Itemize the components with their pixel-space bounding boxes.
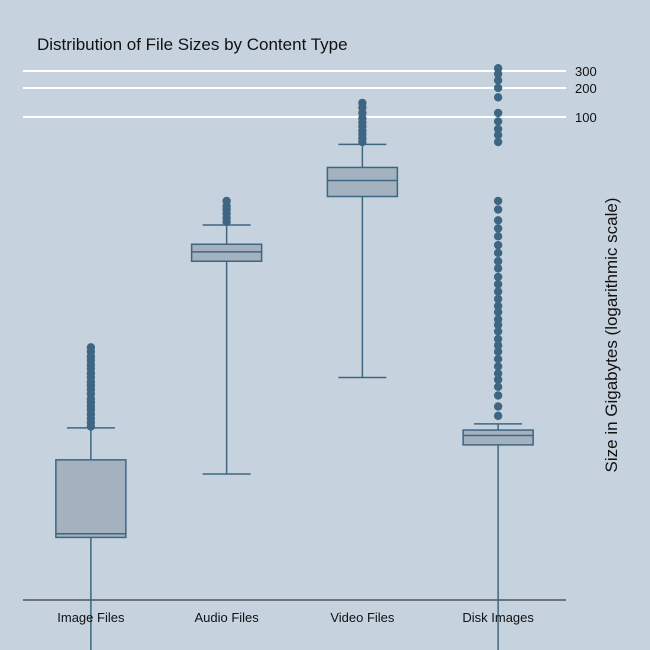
outlier-disk-images [493, 205, 503, 214]
outlier-audio-files [222, 196, 231, 206]
x-tick-label-image-files: Image Files [57, 610, 125, 625]
outlier-image-files [86, 343, 96, 352]
outlier-disk-images [493, 93, 503, 102]
outlier-disk-images [493, 334, 503, 344]
outlier-disk-images [493, 224, 503, 233]
outlier-disk-images [493, 76, 503, 85]
outlier-disk-images [493, 411, 503, 421]
x-tick-label-video-files: Video Files [330, 610, 395, 625]
x-tick-label-disk-images: Disk Images [462, 610, 534, 625]
outlier-disk-images [493, 307, 503, 317]
outlier-disk-images [493, 137, 503, 147]
outlier-disk-images [493, 280, 503, 289]
outlier-disk-images [493, 117, 503, 126]
outlier-disk-images [493, 369, 503, 378]
outlier-disk-images [493, 240, 503, 250]
outlier-disk-images [493, 402, 503, 411]
outlier-disk-images [493, 382, 503, 392]
outlier-video-files [358, 98, 367, 108]
y-tick-label-100: 100 [575, 110, 597, 125]
outlier-disk-images [493, 327, 503, 336]
outlier-disk-images [493, 124, 503, 134]
outlier-disk-images [493, 375, 503, 384]
outlier-disk-images [493, 347, 503, 356]
box-audio-files [190, 243, 263, 263]
outlier-disk-images [493, 287, 503, 296]
outlier-disk-images [493, 315, 503, 324]
outlier-disk-images [493, 130, 503, 140]
outlier-disk-images [493, 264, 503, 273]
outlier-disk-images [493, 354, 503, 364]
outlier-disk-images [493, 341, 503, 350]
chart-title: Distribution of File Sizes by Content Ty… [37, 35, 348, 54]
x-tick-label-audio-files: Audio Files [194, 610, 259, 625]
outlier-disk-images [493, 272, 503, 282]
outlier-disk-images [493, 257, 503, 266]
outlier-disk-images [493, 232, 503, 241]
outlier-disk-images [493, 248, 503, 258]
box-video-files [326, 166, 399, 198]
outlier-disk-images [493, 64, 503, 73]
outlier-disk-images [493, 196, 503, 206]
outlier-disk-images [493, 83, 503, 93]
outlier-disk-images [493, 216, 503, 225]
outlier-disk-images [493, 108, 503, 118]
box-disk-images [462, 429, 534, 446]
y-tick-label-200: 200 [575, 81, 597, 96]
outlier-disk-images [493, 294, 503, 304]
outlier-disk-images [493, 301, 503, 311]
outlier-disk-images [493, 391, 503, 400]
y-tick-label-300: 300 [575, 64, 597, 79]
box-image-files [55, 459, 127, 539]
outlier-disk-images [493, 362, 503, 371]
